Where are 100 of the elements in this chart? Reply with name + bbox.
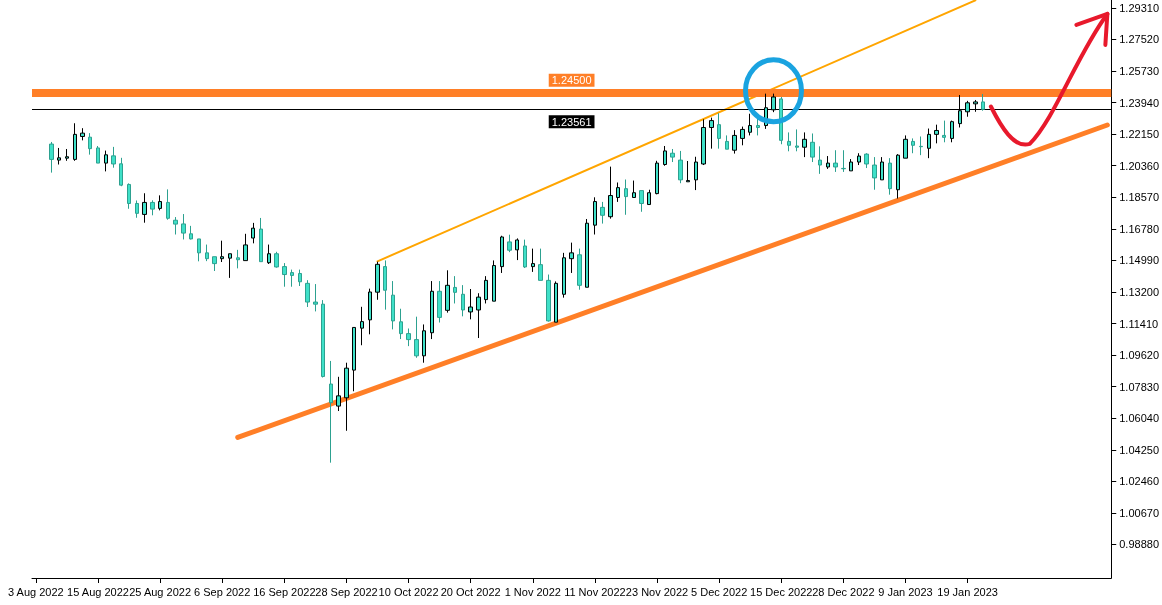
candlestick [911,137,915,154]
y-tick-label: 1.20360 [1119,159,1159,172]
candlestick [166,188,170,221]
candlestick [142,192,147,224]
x-tick-label: 11 Nov 2022 [564,585,626,598]
candlestick [127,182,131,210]
y-tick-label: 1.14990 [1119,254,1159,267]
y-tick-label: 1.29310 [1119,1,1159,14]
candlestick [802,131,807,158]
candlestick [554,280,558,323]
candlestick [406,328,411,347]
candlestick [981,93,985,112]
candlestick [173,216,178,236]
candlestick [818,145,822,175]
candlestick [810,132,815,163]
x-tick-label: 10 Oct 2022 [378,585,439,598]
candlestick [453,275,457,304]
candlestick [857,152,861,166]
candlestick [678,150,683,184]
candlestick [422,323,426,364]
candlestick [531,248,535,273]
candlestick [880,156,884,181]
candlestick [655,160,659,195]
candlestick [593,196,597,236]
candlestick [274,251,279,269]
candlestick [492,259,496,302]
candlestick [437,280,442,323]
candlestick [383,259,387,311]
candlestick [220,240,224,263]
candlestick [562,252,566,299]
x-tick-label: 19 Jan 2023 [937,585,998,598]
y-tick-label: 1.25730 [1119,65,1159,78]
x-tick-label: 15 Aug 2022 [67,585,129,598]
candlestick [329,360,333,464]
candlestick [632,180,636,198]
candlestick [585,218,589,288]
x-tick-label: 23 Nov 2022 [625,585,689,598]
y-tick-label: 1.22150 [1119,128,1159,141]
candlestick [430,280,434,340]
y-tick-label: 1.11410 [1119,317,1159,330]
x-tick-label: 28 Sep 2022 [315,585,378,598]
candlestick [538,248,543,281]
candlestick [670,148,675,163]
candlestick [49,141,54,174]
y-tick-label: 1.02460 [1119,475,1159,488]
candlestick [639,190,644,213]
x-tick-label: 28 Dec 2022 [812,585,875,598]
candlestick [189,225,193,240]
candlestick [950,120,954,143]
candlestick [608,166,613,220]
y-tick-label: 1.16780 [1119,222,1159,235]
candlestick [694,156,698,191]
candlestick [717,112,721,150]
candlestick [414,316,419,359]
y-tick-label: 0.98880 [1119,538,1159,551]
candlestick [336,376,341,412]
candlestick [461,284,465,317]
candlestick [96,145,100,164]
candlestick [934,124,939,144]
y-tick-label: 1.23940 [1119,96,1159,109]
candlestick [787,131,791,152]
candlestick [150,199,155,216]
candlestick [919,135,923,156]
candlestick [725,134,729,150]
candlestick [212,256,217,272]
candlestick [841,149,846,173]
candlestick [197,238,201,262]
candlestick [833,149,838,173]
x-tick-label: 9 Jan 2023 [878,585,933,598]
candlestick [826,155,830,170]
candlestick [88,132,92,156]
candlestick [205,244,209,262]
x-tick-label: 25 Aug 2022 [129,585,192,598]
candlestick [663,145,667,167]
candlestick [872,156,877,191]
y-tick-label: 1.06040 [1119,412,1159,425]
candlestick [748,113,752,136]
candlestick [647,189,651,206]
y-tick-label: 1.18570 [1119,191,1159,204]
y-tick-label: 1.09620 [1119,349,1159,362]
y-tick-label: 1.27520 [1119,33,1159,46]
candlestick [305,279,310,308]
candlestick [927,128,931,159]
candlestick [709,117,714,150]
candlestick [523,239,527,269]
candlestick [600,201,605,225]
candlestick [375,261,380,301]
candlestick [344,362,349,432]
candlestick [119,157,123,187]
candlestick [111,146,116,169]
candlestick [888,157,892,196]
candlestick [65,148,69,162]
candlestick [546,274,551,323]
x-tick-label: 20 Oct 2022 [440,585,501,598]
candlestick [360,306,364,346]
candlestick [624,179,628,216]
x-tick-label: 1 Nov 2022 [504,585,561,598]
y-tick-label: 1.04250 [1119,443,1159,456]
candlestick [903,134,908,159]
ref-line-label: 1.24500 [551,74,592,87]
